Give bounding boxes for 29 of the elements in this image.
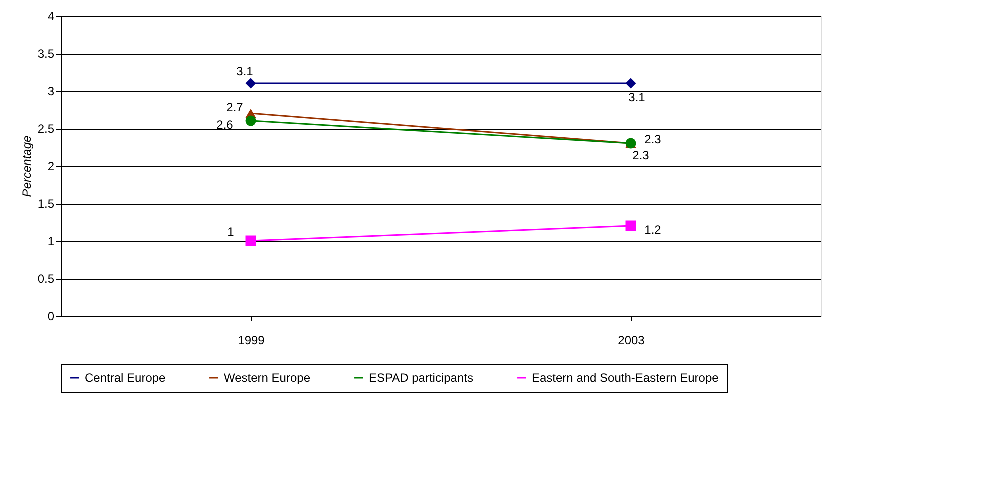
legend-label: Central Europe: [85, 371, 166, 385]
legend-label: Western Europe: [224, 371, 311, 385]
data-label: 2.6: [216, 118, 234, 132]
y-tick-label: 0: [48, 310, 55, 324]
data-label: 2.3: [644, 132, 662, 146]
point: [246, 116, 256, 126]
y-tick-label: 2: [48, 160, 55, 174]
data-label: 2.7: [226, 100, 244, 114]
x-tick-label: 2003: [618, 334, 646, 348]
y-tick-label: 2.5: [38, 122, 55, 136]
y-tick-label: 0.5: [38, 272, 55, 286]
y-tick-label: 4: [48, 10, 55, 24]
y-tick-label: 1.5: [38, 197, 55, 211]
data-label: 1: [228, 225, 235, 239]
y-axis-title: Percentage: [20, 135, 34, 198]
point: [626, 220, 636, 232]
data-label: 3.1: [628, 90, 646, 104]
y-tick-label: 1: [48, 234, 55, 248]
point: [246, 78, 256, 89]
legend-label: Eastern and South-Eastern Europe: [532, 371, 720, 385]
x-tick-label: 1999: [238, 334, 266, 348]
data-label: 1.2: [644, 223, 662, 237]
data-label: 2.3: [632, 148, 650, 162]
data-label: 3.1: [236, 64, 254, 78]
point: [246, 236, 256, 246]
legend-label: ESPAD participants: [369, 371, 474, 385]
y-tick-label: 3.5: [38, 47, 55, 61]
point: [626, 78, 636, 89]
y-tick-label: 3: [48, 84, 55, 98]
